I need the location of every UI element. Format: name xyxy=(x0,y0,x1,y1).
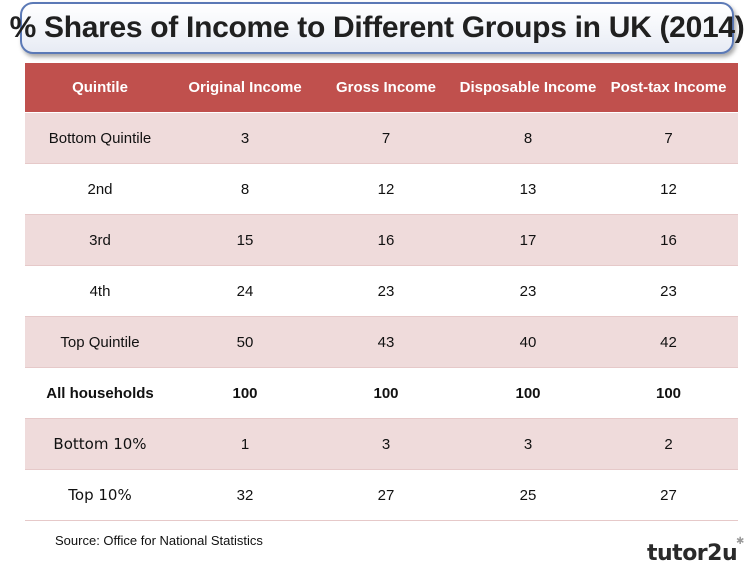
cell-value: 100 xyxy=(315,367,457,419)
row-label: Bottom Quintile xyxy=(25,112,175,164)
cell-value: 3 xyxy=(315,418,457,470)
row-label: 2nd xyxy=(25,163,175,215)
cell-value: 7 xyxy=(599,112,738,164)
cell-value: 17 xyxy=(457,214,599,266)
cell-value: 24 xyxy=(175,265,315,317)
cell-value: 3 xyxy=(457,418,599,470)
header-quintile: Quintile xyxy=(25,63,175,113)
brand-mark-icon: ✱ xyxy=(736,536,745,547)
cell-value: 23 xyxy=(599,265,738,317)
cell-value: 32 xyxy=(175,469,315,521)
cell-value: 15 xyxy=(175,214,315,266)
cell-value: 2 xyxy=(599,418,738,470)
brand-logo: tutor2u xyxy=(647,541,738,566)
table-row: 4th 24 23 23 23 xyxy=(25,265,738,317)
cell-value: 27 xyxy=(599,469,738,521)
cell-value: 12 xyxy=(599,163,738,215)
cell-value: 16 xyxy=(315,214,457,266)
table-row: Top 10% 32 27 25 27 xyxy=(25,469,738,521)
title-box: % Shares of Income to Different Groups i… xyxy=(10,2,745,54)
cell-value: 8 xyxy=(175,163,315,215)
cell-value: 12 xyxy=(315,163,457,215)
header-post-tax-income: Post-tax Income xyxy=(599,63,738,113)
row-label: Bottom 10% xyxy=(25,418,175,470)
cell-value: 50 xyxy=(175,316,315,368)
cell-value: 100 xyxy=(175,367,315,419)
cell-value: 13 xyxy=(457,163,599,215)
cell-value: 23 xyxy=(315,265,457,317)
row-label: 4th xyxy=(25,265,175,317)
page-title: % Shares of Income to Different Groups i… xyxy=(9,11,745,44)
table-row: Bottom 10% 1 3 3 2 xyxy=(25,418,738,470)
cell-value: 100 xyxy=(457,367,599,419)
cell-value: 8 xyxy=(457,112,599,164)
table-row: Bottom Quintile 3 7 8 7 xyxy=(25,112,738,164)
table-row-total: All households 100 100 100 100 xyxy=(25,367,738,419)
cell-value: 3 xyxy=(175,112,315,164)
cell-value: 43 xyxy=(315,316,457,368)
cell-value: 42 xyxy=(599,316,738,368)
income-table: Quintile Original Income Gross Income Di… xyxy=(25,63,738,521)
cell-value: 100 xyxy=(599,367,738,419)
source-note: Source: Office for National Statistics xyxy=(55,533,263,548)
row-label: Top Quintile xyxy=(25,316,175,368)
header-gross-income: Gross Income xyxy=(315,63,457,113)
cell-value: 7 xyxy=(315,112,457,164)
row-label: All households xyxy=(25,367,175,419)
cell-value: 1 xyxy=(175,418,315,470)
table-header-row: Quintile Original Income Gross Income Di… xyxy=(25,63,738,113)
cell-value: 40 xyxy=(457,316,599,368)
cell-value: 16 xyxy=(599,214,738,266)
row-label: Top 10% xyxy=(25,469,175,521)
table-row: 2nd 8 12 13 12 xyxy=(25,163,738,215)
cell-value: 25 xyxy=(457,469,599,521)
header-original-income: Original Income xyxy=(175,63,315,113)
row-label: 3rd xyxy=(25,214,175,266)
header-disposable-income: Disposable Income xyxy=(457,63,599,113)
cell-value: 27 xyxy=(315,469,457,521)
cell-value: 23 xyxy=(457,265,599,317)
table-row: 3rd 15 16 17 16 xyxy=(25,214,738,266)
table-row: Top Quintile 50 43 40 42 xyxy=(25,316,738,368)
